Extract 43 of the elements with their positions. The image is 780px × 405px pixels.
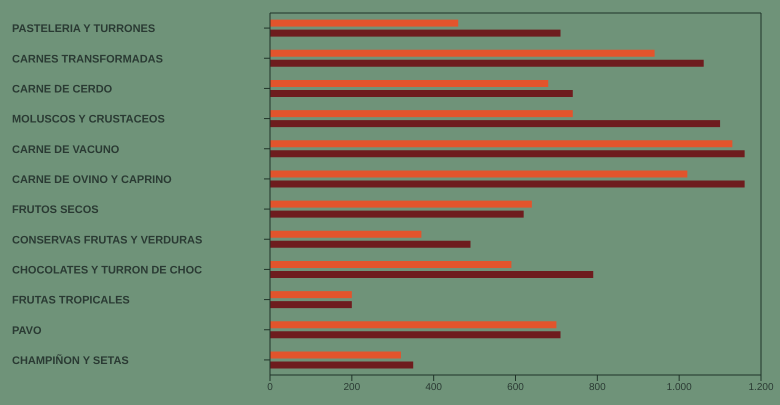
y-tick-label: CHAMPIÑON Y SETAS: [12, 354, 129, 367]
y-tick-label: CHOCOLATES Y TURRON DE CHOC: [12, 264, 202, 276]
bar: [270, 240, 470, 248]
bar: [270, 20, 458, 27]
x-tick-label: 200: [343, 382, 361, 394]
bar: [270, 140, 732, 148]
bar: [270, 210, 524, 218]
y-tick-label: CARNE DE VACUNO: [12, 144, 120, 156]
bar: [270, 170, 688, 178]
x-tick-label: 1.200: [748, 382, 774, 394]
y-tick-label: MOLUSCOS Y CRUSTACEOS: [12, 114, 165, 126]
bar: [270, 30, 561, 37]
bar: [270, 110, 573, 118]
y-tick-label: CARNES TRANSFORMADAS: [12, 53, 163, 66]
bar: [270, 270, 594, 278]
bar: [270, 50, 655, 57]
y-tick-label: CARNE DE CERDO: [12, 83, 113, 96]
bar: [270, 200, 532, 208]
x-tick-label: 1.000: [666, 382, 692, 394]
bar: [270, 321, 556, 328]
bar: [270, 230, 422, 238]
bar: [270, 80, 548, 87]
y-tick-label: FRUTOS SECOS: [12, 204, 99, 216]
y-tick-label: PASTELERIA Y TURRONES: [12, 23, 156, 36]
bar: [270, 260, 512, 268]
bar: [270, 90, 573, 97]
bar: [270, 120, 720, 128]
y-tick-label: CONSERVAS FRUTAS Y VERDURAS: [12, 234, 202, 246]
x-tick-label: 800: [588, 382, 606, 394]
y-tick-label: PAVO: [12, 324, 42, 337]
y-tick-label: FRUTAS TROPICALES: [12, 294, 130, 307]
bar: [270, 60, 704, 67]
x-tick-label: 400: [425, 382, 442, 394]
bar: [270, 361, 414, 368]
bar: [270, 180, 745, 188]
bar: [270, 331, 561, 338]
x-tick-label: 0: [267, 382, 274, 394]
y-tick-label: CARNE DE OVINO Y CAPRINO: [12, 174, 172, 186]
x-tick-label: 600: [507, 382, 524, 394]
bar: [270, 351, 401, 358]
bar: [270, 301, 352, 308]
bar: [270, 291, 352, 298]
bar: [270, 150, 745, 158]
